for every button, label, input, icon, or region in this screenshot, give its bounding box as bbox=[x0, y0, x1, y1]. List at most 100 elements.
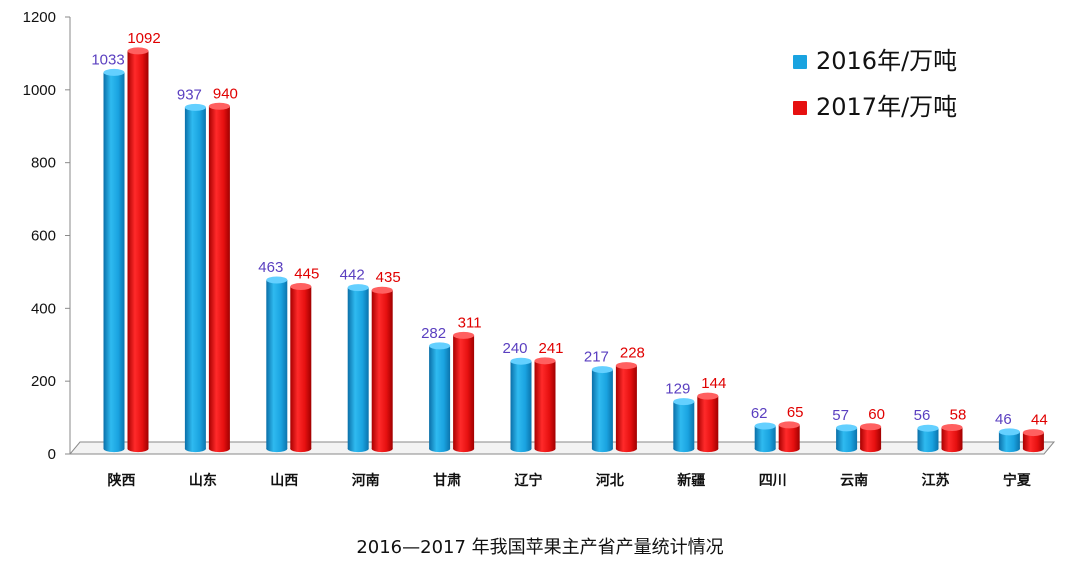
bar-cap bbox=[290, 283, 312, 291]
x-category-label: 陕西 bbox=[108, 472, 136, 489]
bar-base bbox=[673, 445, 695, 453]
legend-label: 2017年/万吨 bbox=[816, 93, 957, 121]
bar-cap bbox=[697, 392, 719, 400]
bar-cap bbox=[429, 342, 451, 350]
bar-a bbox=[347, 284, 369, 453]
bar-body bbox=[429, 345, 451, 449]
bar-base bbox=[591, 445, 613, 453]
bar-cap bbox=[534, 357, 556, 365]
data-label: 940 bbox=[213, 85, 238, 102]
bar-b bbox=[860, 423, 882, 453]
bar-body bbox=[697, 396, 719, 449]
data-label: 435 bbox=[376, 269, 401, 286]
bar-base bbox=[453, 445, 475, 453]
bar-cap bbox=[208, 102, 230, 110]
bar-a bbox=[673, 398, 695, 453]
bar-base bbox=[615, 445, 637, 453]
bar-body bbox=[290, 286, 312, 449]
data-label: 937 bbox=[177, 86, 202, 103]
bar-body bbox=[917, 428, 939, 449]
x-category-label: 河北 bbox=[596, 472, 624, 489]
bar-base bbox=[697, 445, 719, 453]
bar-base bbox=[127, 445, 149, 453]
bar-base bbox=[429, 445, 451, 453]
data-label: 240 bbox=[502, 340, 527, 357]
data-label: 60 bbox=[868, 406, 885, 423]
bar-body bbox=[1022, 432, 1044, 449]
bar-b bbox=[127, 47, 149, 453]
bar-body bbox=[998, 431, 1020, 449]
data-label: 58 bbox=[950, 406, 967, 423]
bar-cap bbox=[836, 424, 858, 432]
bar-b bbox=[371, 286, 393, 453]
bar-a bbox=[917, 424, 939, 453]
bar-a bbox=[266, 276, 288, 453]
bar-cap bbox=[1022, 429, 1044, 437]
bar-b bbox=[615, 362, 637, 453]
bar-base bbox=[371, 445, 393, 453]
bar-b bbox=[290, 283, 312, 453]
bar-base bbox=[917, 445, 939, 453]
bar-cap bbox=[615, 362, 637, 370]
legend-swatch bbox=[793, 55, 807, 69]
legend-swatch bbox=[793, 101, 807, 115]
data-label: 62 bbox=[751, 405, 768, 422]
bar-a bbox=[429, 342, 451, 453]
bar-base bbox=[103, 445, 125, 453]
legend: 2016年/万吨 2017年/万吨 bbox=[793, 47, 957, 121]
bar-body bbox=[266, 279, 288, 449]
bar-cap bbox=[860, 423, 882, 431]
bar-base bbox=[941, 445, 963, 453]
x-category-label: 辽宁 bbox=[515, 472, 543, 489]
data-label: 56 bbox=[914, 407, 931, 424]
bar-body bbox=[534, 360, 556, 449]
bar-base bbox=[754, 445, 776, 453]
data-label: 241 bbox=[538, 340, 563, 357]
bar-cap bbox=[266, 276, 288, 284]
bar-b bbox=[534, 357, 556, 453]
bar-base bbox=[290, 445, 312, 453]
bar-a bbox=[998, 428, 1020, 453]
data-label: 1033 bbox=[91, 51, 124, 68]
bar-cap bbox=[778, 421, 800, 429]
data-label: 46 bbox=[995, 411, 1012, 428]
bar-body bbox=[941, 427, 963, 449]
bar-body bbox=[127, 50, 149, 449]
bar-body bbox=[591, 369, 613, 449]
bar-cap bbox=[371, 286, 393, 294]
y-tick-label: 400 bbox=[31, 300, 56, 317]
y-tick-label: 200 bbox=[31, 373, 56, 390]
axes: 0 200 400 600 800 1000 1200 陕西 山东 山西 河南 甘肃 辽宁 河北 新疆 四川 云… bbox=[23, 9, 1056, 489]
bar-base bbox=[1022, 445, 1044, 453]
bar-base bbox=[510, 445, 532, 453]
bar-body bbox=[836, 427, 858, 449]
x-category-label: 江苏 bbox=[922, 472, 950, 489]
bar-cap bbox=[998, 428, 1020, 436]
bar-cap bbox=[184, 103, 206, 111]
bar-base bbox=[208, 445, 230, 453]
x-category-label: 山东 bbox=[189, 472, 217, 489]
data-label: 445 bbox=[294, 266, 319, 283]
bar-cap bbox=[673, 398, 695, 406]
data-label: 65 bbox=[787, 404, 804, 421]
data-label: 282 bbox=[421, 325, 446, 342]
data-label: 311 bbox=[458, 314, 482, 331]
y-tick-label: 600 bbox=[31, 228, 56, 245]
bar-base bbox=[347, 445, 369, 453]
bar-body bbox=[347, 287, 369, 449]
x-category-label: 甘肃 bbox=[433, 472, 461, 489]
data-label: 228 bbox=[620, 345, 645, 362]
data-label: 144 bbox=[701, 375, 726, 392]
bar-b bbox=[1022, 429, 1044, 453]
bar-a bbox=[836, 424, 858, 453]
bar-base bbox=[184, 445, 206, 453]
bar-cap bbox=[510, 357, 532, 365]
bar-body bbox=[510, 361, 532, 449]
bar-a bbox=[103, 68, 125, 453]
bar-body bbox=[453, 335, 475, 449]
bar-cap bbox=[941, 423, 963, 431]
y-tick-label: 1200 bbox=[23, 9, 56, 26]
bar-cap bbox=[127, 47, 149, 55]
bar-body bbox=[860, 426, 882, 449]
